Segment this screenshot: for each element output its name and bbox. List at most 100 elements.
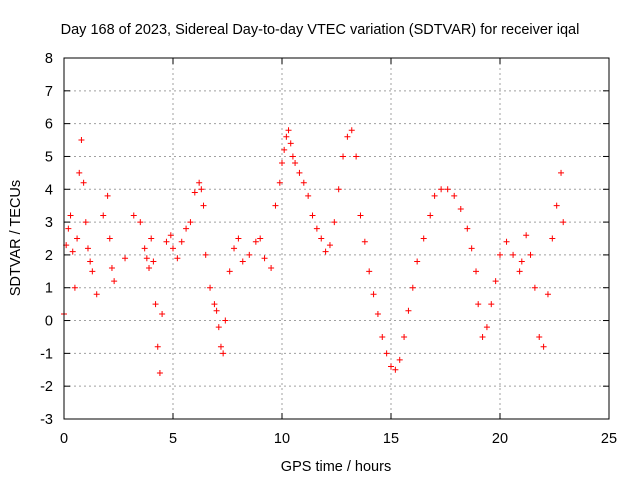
data-point (252, 238, 259, 245)
data-point (220, 350, 227, 357)
data-point (202, 251, 209, 258)
x-tick-label: 0 (60, 431, 68, 447)
data-point (444, 186, 451, 193)
data-point (492, 278, 499, 285)
grid-layer (64, 58, 609, 419)
x-tick-label: 20 (492, 431, 508, 447)
data-point (475, 301, 482, 308)
plot-frame (63, 57, 610, 420)
data-point (510, 251, 517, 258)
data-point (143, 255, 150, 262)
data-point (357, 212, 364, 219)
data-point (82, 219, 89, 226)
data-point (379, 333, 386, 340)
data-point (366, 268, 373, 275)
data-point (163, 238, 170, 245)
data-point (549, 235, 556, 242)
data-point (122, 255, 129, 262)
data-point (438, 186, 445, 193)
data-point (289, 153, 296, 160)
data-point (183, 225, 190, 232)
data-point (523, 232, 530, 239)
data-point (217, 343, 224, 350)
data-point (383, 350, 390, 357)
y-tick-label: -3 (40, 412, 53, 428)
data-point (222, 317, 229, 324)
data-point (141, 245, 148, 252)
data-point (276, 179, 283, 186)
data-point (427, 212, 434, 219)
data-point (483, 324, 490, 331)
data-point (331, 219, 338, 226)
data-point (239, 258, 246, 265)
data-point (69, 248, 76, 255)
data-point (215, 324, 222, 331)
data-point (106, 235, 113, 242)
data-point (211, 301, 218, 308)
data-point (74, 235, 81, 242)
data-point (518, 258, 525, 265)
data-point (457, 205, 464, 212)
data-point (479, 333, 486, 340)
data-point (268, 265, 275, 272)
data-point (148, 235, 155, 242)
data-point (178, 238, 185, 245)
data-point (89, 268, 96, 275)
data-point (152, 301, 159, 308)
data-point (488, 301, 495, 308)
y-tick-label: 2 (45, 248, 53, 264)
data-point (104, 192, 111, 199)
x-tick-label: 15 (383, 431, 399, 447)
data-point (67, 212, 74, 219)
data-point (174, 255, 181, 262)
data-point (167, 232, 174, 239)
data-point (65, 225, 72, 232)
data-point (353, 153, 360, 160)
y-tick-label: 5 (45, 149, 53, 165)
y-tick-label: 1 (45, 281, 53, 297)
data-point (473, 268, 480, 275)
data-point (361, 238, 368, 245)
data-point (497, 251, 503, 258)
data-point (170, 245, 176, 252)
data-point (536, 333, 543, 340)
data-point (80, 179, 87, 186)
data-point (544, 291, 551, 298)
y-axis-label: SDTVAR / TECUs (8, 180, 24, 296)
data-point (401, 333, 408, 340)
data-point (111, 278, 118, 285)
data-point (420, 235, 427, 242)
y-tick-label: 3 (45, 215, 53, 231)
data-point (527, 251, 534, 258)
data-point (279, 160, 285, 167)
data-point (146, 265, 153, 272)
data-point (100, 212, 107, 219)
data-point (414, 258, 421, 265)
data-point (305, 192, 312, 199)
y-tick-label: 6 (45, 117, 53, 133)
data-point (235, 235, 242, 242)
data-point (340, 153, 347, 160)
data-point (213, 307, 220, 314)
y-tick-label: 0 (45, 314, 53, 330)
data-point (558, 169, 565, 176)
x-axis-label: GPS time / hours (281, 459, 391, 475)
data-point (84, 245, 91, 252)
points-layer (61, 127, 567, 377)
data-point (335, 186, 342, 193)
data-point (300, 179, 307, 186)
data-point (71, 284, 78, 291)
data-point (503, 238, 510, 245)
data-point (348, 127, 355, 134)
data-point (396, 356, 403, 363)
data-point (191, 189, 198, 196)
data-point (154, 343, 161, 350)
data-point (370, 291, 377, 298)
data-point (200, 202, 207, 209)
data-point (560, 219, 567, 226)
data-point (207, 284, 214, 291)
data-point (451, 192, 458, 199)
data-point (137, 219, 144, 226)
